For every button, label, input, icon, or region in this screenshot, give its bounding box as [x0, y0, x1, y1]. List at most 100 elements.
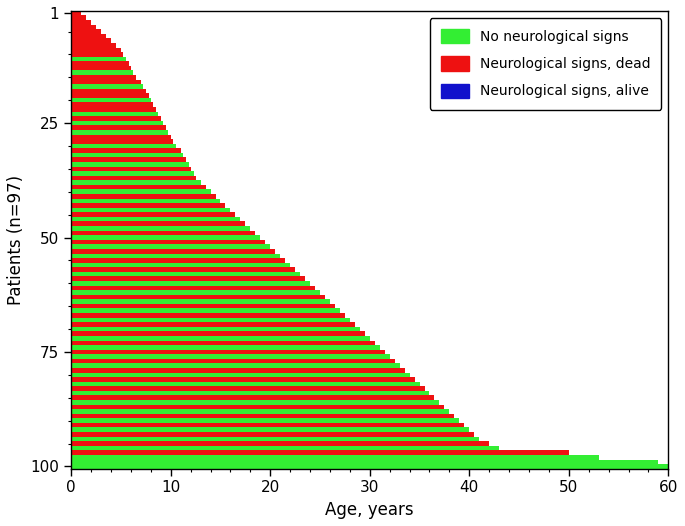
Bar [71, 157, 186, 162]
Bar [71, 354, 390, 359]
Bar [71, 217, 240, 221]
Bar [71, 135, 171, 139]
Bar [71, 29, 101, 34]
Bar [71, 25, 96, 29]
Bar [71, 277, 305, 281]
Bar [71, 290, 320, 295]
Bar [71, 38, 111, 43]
Bar [71, 199, 221, 203]
Bar [71, 194, 216, 199]
Bar [71, 304, 335, 308]
Bar [71, 57, 126, 61]
Bar [71, 208, 230, 213]
Y-axis label: Patients (n=97): Patients (n=97) [7, 175, 25, 305]
Bar [71, 66, 131, 70]
Bar [71, 221, 245, 226]
Bar [71, 79, 141, 84]
Bar [71, 89, 146, 93]
Bar [71, 203, 225, 208]
Bar [71, 418, 460, 423]
Bar [71, 52, 123, 57]
Bar [71, 437, 480, 441]
Bar [71, 116, 161, 121]
Bar [71, 446, 499, 450]
Bar [71, 391, 429, 396]
Bar [71, 254, 280, 258]
Bar [71, 345, 379, 350]
Bar [71, 286, 315, 290]
Bar [71, 295, 325, 299]
Bar [71, 47, 121, 52]
Bar [71, 98, 151, 103]
Bar [71, 460, 658, 464]
Bar [71, 377, 414, 382]
Bar [71, 180, 201, 185]
Bar [71, 226, 250, 231]
Bar [71, 84, 143, 89]
Bar [71, 43, 116, 47]
Bar [71, 121, 163, 125]
Bar [71, 130, 168, 135]
Bar [71, 409, 449, 414]
Bar [71, 249, 275, 254]
Bar [71, 70, 133, 75]
Bar [71, 167, 190, 171]
Bar [71, 267, 295, 272]
Bar [71, 322, 355, 327]
Bar [71, 258, 285, 262]
Bar [71, 189, 210, 194]
Bar [71, 404, 445, 409]
Bar [71, 400, 440, 404]
Bar [71, 185, 206, 189]
Bar [71, 423, 464, 428]
Bar [71, 11, 81, 15]
Bar [71, 350, 385, 354]
Bar [71, 240, 265, 245]
Bar [71, 450, 569, 455]
Bar [71, 245, 271, 249]
Bar [71, 382, 419, 386]
Bar [71, 281, 310, 286]
Bar [71, 139, 173, 144]
Bar [71, 336, 370, 340]
Bar [71, 148, 181, 153]
Bar [71, 153, 183, 157]
Bar [71, 34, 106, 38]
Bar [71, 368, 405, 372]
Bar [71, 61, 129, 66]
Bar [71, 20, 91, 25]
Bar [71, 144, 175, 148]
Bar [71, 372, 410, 377]
Bar [71, 308, 340, 313]
Bar [71, 162, 188, 167]
Bar [71, 15, 86, 20]
Bar [71, 396, 434, 400]
X-axis label: Age, years: Age, years [325, 501, 414, 519]
Bar [71, 235, 260, 240]
Bar [71, 464, 669, 469]
Bar [71, 441, 489, 446]
Bar [71, 432, 474, 437]
Bar [71, 75, 136, 79]
Bar [71, 455, 599, 460]
Bar [71, 176, 196, 180]
Bar [71, 313, 345, 318]
Legend: No neurological signs, Neurological signs, dead, Neurological signs, alive: No neurological signs, Neurological sign… [429, 18, 662, 109]
Bar [71, 272, 300, 277]
Bar [71, 231, 256, 235]
Bar [71, 93, 149, 98]
Bar [71, 359, 395, 363]
Bar [71, 299, 330, 304]
Bar [71, 213, 236, 217]
Bar [71, 340, 375, 345]
Bar [71, 386, 425, 391]
Bar [71, 331, 365, 336]
Bar [71, 112, 158, 116]
Bar [71, 262, 290, 267]
Bar [71, 103, 153, 107]
Bar [71, 318, 350, 322]
Bar [71, 414, 454, 418]
Bar [71, 327, 360, 331]
Bar [71, 363, 399, 368]
Bar [71, 428, 469, 432]
